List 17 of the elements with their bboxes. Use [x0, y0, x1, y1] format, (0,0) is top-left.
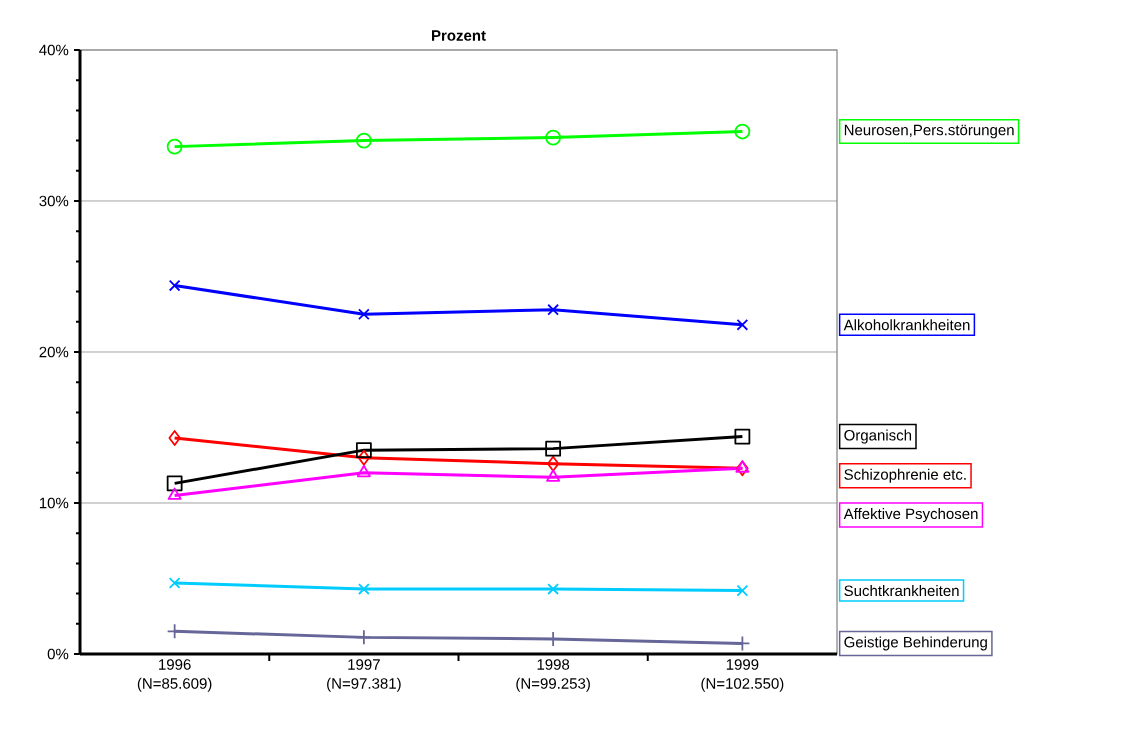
x-tick-label: 1999 (N=102.550)	[701, 659, 784, 692]
text: Geistige Behinderung	[844, 636, 987, 651]
y-tick-label: 10%	[39, 497, 69, 509]
x-tick-label: 1996 (N=85.609)	[137, 659, 212, 692]
text: Neurosen,Pers.störungen	[844, 124, 1014, 139]
y-tick-label: 0%	[47, 648, 69, 660]
y-tick-label: 30%	[39, 195, 69, 207]
text: Suchtkrankheiten	[844, 585, 959, 597]
text: Organisch	[844, 429, 912, 444]
y-tick-label: 40%	[39, 44, 69, 56]
chart-title: Prozent	[432, 30, 486, 41]
x-tick-label: 1998 (N=99.253)	[516, 659, 590, 692]
text: Alkoholkrankheiten	[843, 319, 970, 331]
text: Schizophrenie etc.	[844, 468, 966, 483]
y-tick-label: 20%	[39, 346, 69, 358]
x-tick-label: 1997 (N=97.381)	[327, 659, 401, 692]
text: Affektive Psychosen	[843, 508, 978, 523]
